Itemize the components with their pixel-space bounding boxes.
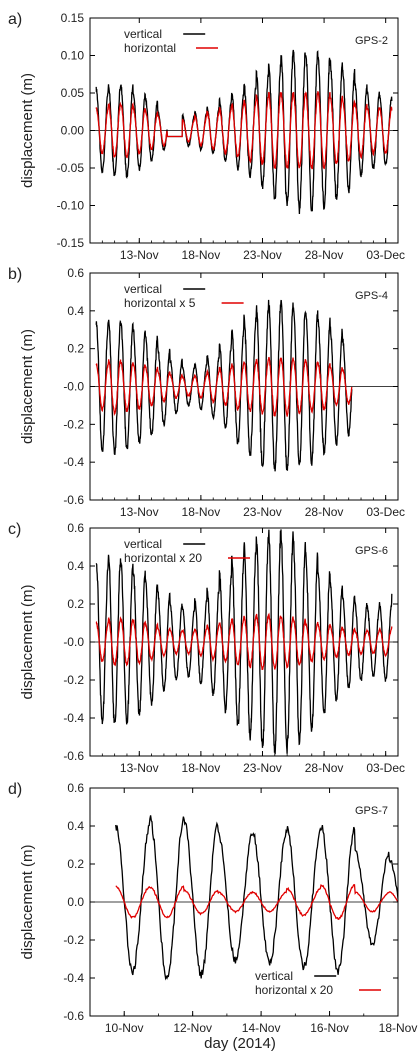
legend-label: vertical [124, 537, 162, 551]
panel-label: a) [8, 11, 22, 28]
y-tick-label: -0.6 [63, 1009, 84, 1023]
y-tick-label: 0.2 [67, 342, 84, 356]
panel-b: -0.6 -0.4 -0.2 -0.0 0.2 0.4 0.6 13-Nov 18-Nov 23-… [8, 266, 405, 519]
x-tick-label: 03-Dec [366, 761, 405, 775]
series-line-vertical [95, 49, 393, 215]
series-line-vertical [95, 299, 353, 472]
series-line-horizontal-x-20 [95, 612, 393, 671]
x-tick-label: 23-Nov [243, 248, 282, 262]
x-tick-label: 16-Nov [310, 1021, 349, 1035]
legend-label: horizontal [124, 41, 176, 55]
y-tick-label: 0.00 [61, 124, 85, 138]
x-tick-label: 13-Nov [120, 505, 159, 519]
x-tick-label: 10-Nov [105, 1021, 144, 1035]
panel-a: -0.15 -0.10 -0.05 0.00 0.05 0.10 0.15 13-Nov 18-… [8, 11, 405, 262]
legend-label: vertical [124, 282, 162, 296]
y-tick-label: 0.2 [67, 857, 84, 871]
series-line-vertical [115, 815, 398, 981]
x-tick-label: 12-Nov [173, 1021, 212, 1035]
panel-label: d) [8, 781, 22, 798]
x-tick-label: 13-Nov [120, 761, 159, 775]
x-tick-label: 03-Dec [366, 248, 405, 262]
series-line-horizontal-x-5 [95, 356, 353, 417]
x-tick-label: 03-Dec [366, 505, 405, 519]
y-tick-label: -0.6 [63, 749, 84, 763]
station-label: GPS-4 [355, 290, 388, 302]
y-axis-label: displacement (m) [19, 584, 36, 699]
y-tick-label: 0.15 [61, 11, 85, 25]
y-tick-label: 0.4 [67, 304, 84, 318]
panel-d: -0.6 -0.4 -0.2 0.0 0.2 0.4 0.6 10-Nov 12-Nov 14-N… [8, 781, 417, 1035]
y-tick-label: 0.6 [67, 266, 84, 280]
y-tick-label: 0.6 [67, 521, 84, 535]
legend-label: horizontal x 20 [255, 983, 333, 997]
y-tick-label: 0.6 [67, 781, 84, 795]
y-tick-label: 0.10 [61, 49, 85, 63]
x-tick-label: 18-Nov [182, 761, 221, 775]
y-tick-label: -0.15 [57, 236, 85, 250]
panel-label: b) [8, 266, 22, 283]
series-line-vertical [95, 529, 393, 755]
y-tick-label: -0.4 [63, 971, 84, 985]
legend-label: vertical [255, 969, 293, 983]
station-label: GPS-6 [355, 545, 388, 557]
y-tick-label: 0.0 [67, 895, 84, 909]
y-axis-label: displacement (m) [19, 73, 36, 188]
panel-label: c) [8, 521, 21, 538]
y-tick-label: -0.2 [63, 673, 84, 687]
y-tick-label: 0.2 [67, 597, 84, 611]
x-tick-label: 18-Nov [182, 505, 221, 519]
y-axis-label: displacement (m) [19, 844, 36, 959]
y-tick-label: 0.4 [67, 819, 84, 833]
series-line-horizontal [95, 91, 393, 170]
y-axis-label: displacement (m) [19, 329, 36, 444]
y-tick-label: -0.6 [63, 493, 84, 507]
legend-label: horizontal x 20 [124, 551, 202, 565]
y-tick-label: -0.4 [63, 711, 84, 725]
x-tick-label: 18-Nov [379, 1021, 418, 1035]
y-tick-label: -0.05 [57, 161, 85, 175]
y-tick-label: -0.0 [63, 380, 84, 394]
y-tick-label: -0.0 [63, 635, 84, 649]
x-tick-label: 23-Nov [243, 505, 282, 519]
y-tick-label: -0.10 [57, 199, 85, 213]
y-tick-label: -0.2 [63, 933, 84, 947]
x-tick-label: 13-Nov [120, 248, 159, 262]
series-line-horizontal-x-20 [115, 884, 398, 921]
x-tick-label: 18-Nov [182, 248, 221, 262]
y-tick-label: 0.05 [61, 86, 85, 100]
figure-x-axis-label: day (2014) [204, 1035, 276, 1052]
station-label: GPS-2 [355, 35, 388, 47]
panel-c: -0.6 -0.4 -0.2 -0.0 0.2 0.4 0.6 13-Nov 18-Nov 23-… [8, 521, 405, 775]
y-tick-label: -0.4 [63, 455, 84, 469]
y-tick-label: 0.4 [67, 559, 84, 573]
y-tick-label: -0.2 [63, 417, 84, 431]
legend-label: vertical [124, 27, 162, 41]
x-tick-label: 28-Nov [305, 248, 344, 262]
x-tick-label: 28-Nov [305, 761, 344, 775]
legend-label: horizontal x 5 [124, 296, 196, 310]
x-tick-label: 28-Nov [305, 505, 344, 519]
x-tick-label: 23-Nov [243, 761, 282, 775]
station-label: GPS-7 [355, 805, 388, 817]
x-tick-label: 14-Nov [242, 1021, 281, 1035]
